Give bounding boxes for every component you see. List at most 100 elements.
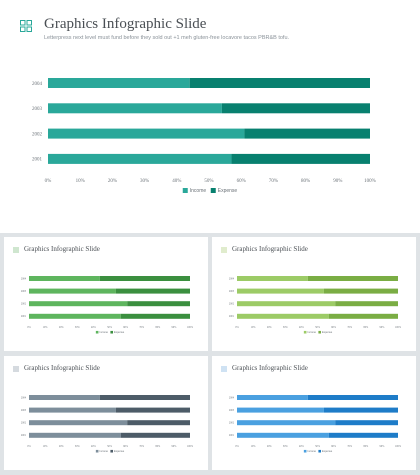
x-tick-label: 30% xyxy=(283,445,289,448)
x-tick-label: 40% xyxy=(172,179,181,184)
category-label: 2003 xyxy=(229,290,235,293)
bar-expense-2002 xyxy=(127,301,190,307)
legend-label: Income xyxy=(99,449,108,453)
bar-income-2002 xyxy=(237,420,336,426)
bar-chart: 2004 2003 2002 2001 0% 10% 20% 30% 40% 50% 60% 70% 8… xyxy=(229,276,402,334)
x-tick-label: 80% xyxy=(301,179,310,184)
legend-label: Income xyxy=(99,330,108,334)
bar-income-2003 xyxy=(29,288,116,294)
legend-label: Expense xyxy=(114,449,125,453)
category-label: 2002 xyxy=(229,303,235,306)
category-label: 2001 xyxy=(229,315,235,318)
slide-thumb-blue[interactable]: Graphics Infographic Slide 2004 2003 2002 2… xyxy=(212,356,416,470)
bar-income-2002 xyxy=(29,301,128,307)
bar-expense-2004 xyxy=(307,395,398,400)
legend-swatch xyxy=(303,449,307,453)
category-label: 2001 xyxy=(21,434,27,437)
x-tick-label: 20% xyxy=(108,179,117,184)
x-tick-label: 10% xyxy=(251,445,257,448)
x-tick-label: 60% xyxy=(331,326,337,329)
four-squares-icon xyxy=(13,247,19,253)
legend-label: Expense xyxy=(218,188,238,194)
bar-income-2002 xyxy=(29,420,128,426)
category-label: 2004 xyxy=(21,277,27,280)
x-tick-label: 10% xyxy=(76,179,85,184)
page-title: Graphics Infographic Slide xyxy=(44,16,207,32)
x-tick-label: 0% xyxy=(27,445,31,448)
legend-swatch xyxy=(95,330,99,334)
bar-income-2001 xyxy=(48,153,232,164)
category-label: 2002 xyxy=(32,132,43,137)
bar-expense-2002 xyxy=(335,301,398,307)
x-tick-label: 90% xyxy=(333,179,342,184)
four-squares-icon xyxy=(13,366,19,372)
category-label: 2003 xyxy=(21,409,27,412)
x-tick-label: 80% xyxy=(363,445,369,448)
x-tick-label: 0% xyxy=(235,445,239,448)
category-label: 2001 xyxy=(21,315,27,318)
slide-thumb-green[interactable]: Graphics Infographic Slide 2004 2003 2002 2… xyxy=(4,237,208,351)
bar-expense-2003 xyxy=(115,288,190,294)
x-tick-label: 10% xyxy=(251,326,257,329)
category-label: 2004 xyxy=(32,82,43,87)
bar-expense-2002 xyxy=(127,420,190,426)
category-label: 2004 xyxy=(229,396,235,399)
category-label: 2001 xyxy=(32,158,43,163)
category-label: 2002 xyxy=(21,422,27,425)
x-tick-label: 0% xyxy=(45,179,52,184)
x-tick-label: 80% xyxy=(363,326,369,329)
x-tick-label: 30% xyxy=(140,179,149,184)
category-label: 2001 xyxy=(229,434,235,437)
x-tick-label: 40% xyxy=(91,445,97,448)
bar-expense-2003 xyxy=(323,407,398,413)
main-slide: Graphics Infographic Slide Letterpress n… xyxy=(0,0,420,233)
slide-thumb-slate[interactable]: Graphics Infographic Slide 2004 2003 2002 2… xyxy=(4,356,208,470)
legend-swatch xyxy=(182,188,188,193)
category-label: 2002 xyxy=(21,303,27,306)
x-tick-label: 100% xyxy=(187,326,194,329)
legend-swatch xyxy=(95,449,99,453)
legend-swatch xyxy=(303,330,307,334)
legend-label: Income xyxy=(307,330,316,334)
x-tick-label: 80% xyxy=(155,445,161,448)
slide-title: Graphics Infographic Slide xyxy=(232,245,308,253)
x-tick-label: 90% xyxy=(380,326,386,329)
bar-expense-2003 xyxy=(115,407,190,413)
x-tick-label: 10% xyxy=(43,326,49,329)
legend-swatch xyxy=(110,330,114,334)
x-tick-label: 90% xyxy=(172,326,178,329)
bar-income-2003 xyxy=(237,288,324,294)
bar-expense-2004 xyxy=(99,395,190,400)
x-tick-label: 80% xyxy=(155,326,161,329)
category-label: 2003 xyxy=(32,107,43,112)
x-tick-label: 50% xyxy=(315,445,321,448)
four-squares-icon xyxy=(20,19,32,32)
x-tick-label: 20% xyxy=(267,326,273,329)
x-tick-label: 100% xyxy=(395,326,402,329)
bar-expense-2001 xyxy=(231,153,370,164)
bar-income-2003 xyxy=(48,103,222,114)
slide-title: Graphics Infographic Slide xyxy=(24,245,100,253)
legend-swatch xyxy=(318,449,322,453)
category-label: 2002 xyxy=(229,422,235,425)
bar-income-2001 xyxy=(237,313,329,319)
x-tick-label: 90% xyxy=(172,445,178,448)
legend-swatch xyxy=(210,188,216,193)
x-tick-label: 100% xyxy=(364,179,376,184)
x-tick-label: 70% xyxy=(139,445,145,448)
bar-expense-2001 xyxy=(328,313,398,319)
x-tick-label: 70% xyxy=(139,326,145,329)
legend-label: Expense xyxy=(114,330,125,334)
category-label: 2004 xyxy=(21,396,27,399)
x-tick-label: 50% xyxy=(107,326,113,329)
slide-thumb-lime[interactable]: Graphics Infographic Slide 2004 2003 2002 2… xyxy=(212,237,416,351)
four-squares-icon xyxy=(221,366,227,372)
bar-income-2002 xyxy=(237,301,336,307)
slide-title: Graphics Infographic Slide xyxy=(232,364,308,372)
bar-expense-2001 xyxy=(120,313,190,319)
x-tick-label: 70% xyxy=(347,326,353,329)
bar-chart: 2004 2003 2002 2001 0% 10% 20% 30% 40% 50% 60% 70% 8… xyxy=(32,78,376,194)
x-tick-label: 60% xyxy=(331,445,337,448)
bar-income-2004 xyxy=(48,78,190,88)
x-tick-label: 100% xyxy=(187,445,194,448)
